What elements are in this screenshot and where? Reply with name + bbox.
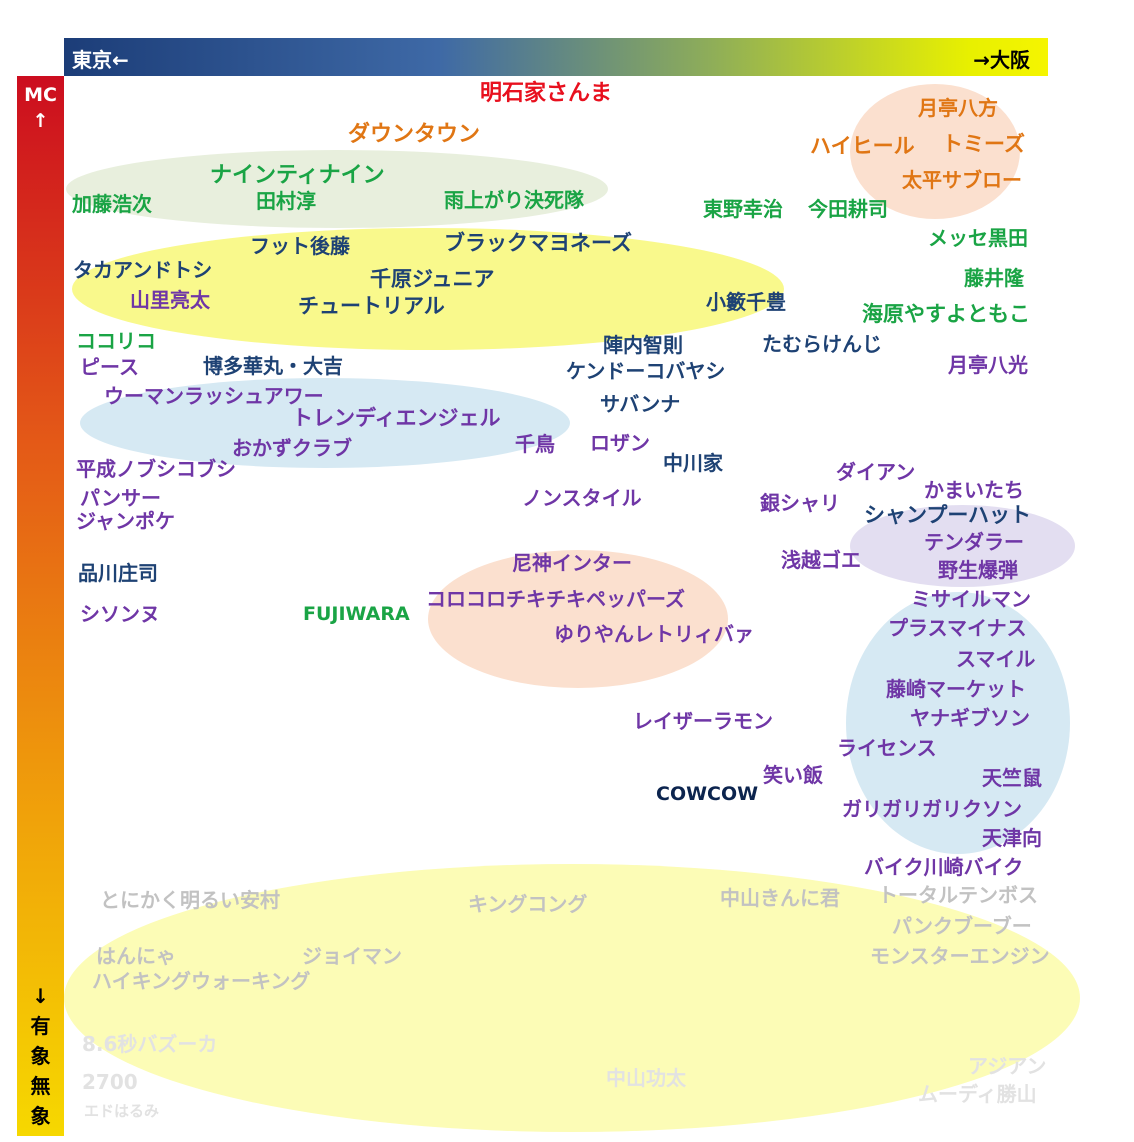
comedian-label: プラスマイナス <box>888 616 1027 640</box>
comedian-label: ヤナギブソン <box>910 706 1030 730</box>
comedian-label: 藤崎マーケット <box>886 677 1026 701</box>
comedian-label: ダイアン <box>836 460 916 484</box>
ellipse-osaka-lower <box>846 592 1070 854</box>
comedian-label: ミサイルマン <box>911 587 1031 611</box>
comedian-label: 天竺鼠 <box>982 766 1042 790</box>
comedian-label: シソンヌ <box>80 602 160 626</box>
comedian-label: 田村淳 <box>256 189 316 213</box>
comedian-label: 浅越ゴエ <box>781 548 861 572</box>
comedian-label: 今田耕司 <box>808 197 888 221</box>
comedian-label: ダウンタウン <box>348 122 481 147</box>
comedian-label: ノンスタイル <box>522 486 642 510</box>
ellipse-trendy <box>80 378 570 468</box>
comedian-label: 尼神インター <box>512 551 632 575</box>
comedian-label: フット後藤 <box>250 234 350 258</box>
comedian-label: アジアン <box>968 1054 1047 1078</box>
comedian-label: ライセンス <box>837 736 937 760</box>
comedian-label: 8.6秒バズーカ <box>82 1032 218 1056</box>
comedian-label: ガリガリガリクソン <box>842 797 1022 821</box>
comedian-label: エドはるみ <box>84 1102 160 1120</box>
comedian-label: シャンプーハット <box>864 503 1031 527</box>
comedian-label: ハイキングウォーキング <box>92 969 311 993</box>
comedian-label: 天津向 <box>982 826 1042 850</box>
ellipse-amagami <box>428 550 728 688</box>
comedian-label: トータルテンボス <box>878 883 1038 907</box>
comedian-label: ジョイマン <box>302 944 402 968</box>
comedian-label: キングコング <box>468 892 588 916</box>
axis-east-west-bar: 東京← →大阪 <box>64 38 1048 76</box>
comedian-label: ウーマンラッシュアワー <box>104 384 324 408</box>
comedian-label: サバンナ <box>600 392 681 416</box>
comedian-label: 明石家さんま <box>480 81 613 106</box>
comedian-label: 陣内智則 <box>603 333 683 357</box>
comedian-label: COWCOW <box>656 783 759 805</box>
ellipse-one-hit <box>64 864 1080 1132</box>
axis-label-tokyo: 東京← <box>72 48 129 72</box>
axis-label-mc: MC ↑ <box>24 84 57 132</box>
comedian-label: おかずクラブ <box>232 436 352 460</box>
comedian-label: ブラックマヨネーズ <box>444 231 632 255</box>
axis-label-yuzo-muzo: ↓ 有 象 無 象 <box>30 984 51 1128</box>
comedian-label: 太平サブロー <box>902 168 1022 192</box>
comedian-label: ナインティナイン <box>210 163 385 188</box>
comedian-label: トレンディエンジェル <box>292 406 501 430</box>
comedian-label: 千鳥 <box>515 432 555 456</box>
comedian-label: 月亭八方 <box>918 96 998 120</box>
comedian-label: レイザーラモン <box>633 709 773 733</box>
comedian-label: テンダラー <box>924 530 1024 554</box>
comedian-label: 海原やすよともこ <box>862 302 1030 326</box>
comedian-label: パンクブーブー <box>892 914 1032 938</box>
comedian-label: チュートリアル <box>298 294 445 318</box>
axis-label-osaka: →大阪 <box>973 48 1030 72</box>
comedian-label: メッセ黒田 <box>928 226 1028 250</box>
comedian-label: バイク川崎バイク <box>864 855 1024 879</box>
comedian-label: 2700 <box>82 1070 138 1094</box>
comedian-label: 笑い飯 <box>763 763 823 787</box>
comedian-label: 千原ジュニア <box>370 267 495 291</box>
comedian-label: 雨上がり決死隊 <box>444 188 584 212</box>
comedian-label: モンスターエンジン <box>870 944 1050 968</box>
comedian-label: 小籔千豊 <box>706 290 786 314</box>
comedian-label: トミーズ <box>942 132 1025 156</box>
comedian-label: ロザン <box>590 431 650 455</box>
comedian-label: 銀シャリ <box>760 491 840 515</box>
comedian-label: スマイル <box>956 647 1036 671</box>
comedian-label: ピース <box>80 355 139 379</box>
comedian-label: かまいたち <box>924 478 1024 502</box>
comedian-label: 中山功太 <box>606 1066 686 1090</box>
comedian-label: パンサー <box>80 486 161 510</box>
ellipse-ninety-nine <box>66 150 608 228</box>
comedian-label: コロコロチキチキペッパーズ <box>426 587 685 611</box>
comedian-label: ゆりやんレトリィバァ <box>554 622 754 646</box>
ellipse-osaka-mc <box>850 84 1020 219</box>
comedian-label: 藤井隆 <box>964 266 1024 290</box>
comedian-label: 加藤浩次 <box>72 192 152 216</box>
comedian-label: 野生爆弾 <box>938 558 1018 582</box>
comedian-label: 平成ノブシコブシ <box>76 457 236 481</box>
comedian-label: とにかく明るい安村 <box>100 888 280 912</box>
comedian-label: タカアンドトシ <box>73 258 213 282</box>
comedian-label: 中山きんに君 <box>720 886 840 910</box>
comedian-label: 山里亮太 <box>130 288 210 312</box>
comedian-label: ジャンポケ <box>76 509 175 533</box>
ellipse-osaka-mid <box>850 505 1075 587</box>
comedian-label: ムーディ勝山 <box>918 1082 1037 1106</box>
comedian-label: たむらけんじ <box>762 332 882 356</box>
comedian-label: ココリコ <box>76 329 156 353</box>
comedian-label: ケンドーコバヤシ <box>566 359 726 383</box>
comedian-label: 東野幸治 <box>703 197 783 221</box>
comedian-label: 品川庄司 <box>78 561 158 585</box>
comedian-label: ハイヒール <box>810 134 915 158</box>
ellipse-second-tier <box>72 228 784 350</box>
axis-mc-bar: MC ↑ ↓ 有 象 無 象 <box>17 76 64 1136</box>
comedian-label: 月亭八光 <box>948 353 1028 377</box>
comedian-label: はんにゃ <box>96 944 176 968</box>
comedian-label: FUJIWARA <box>303 603 410 625</box>
comedian-label: 博多華丸・大吉 <box>203 354 343 378</box>
comedian-label: 中川家 <box>663 451 723 475</box>
